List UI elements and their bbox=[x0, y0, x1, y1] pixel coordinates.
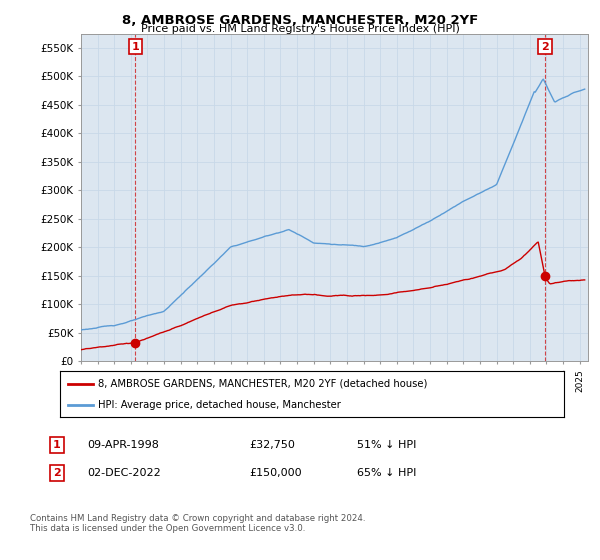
Text: 2: 2 bbox=[53, 468, 61, 478]
Text: HPI: Average price, detached house, Manchester: HPI: Average price, detached house, Manc… bbox=[98, 400, 341, 410]
Text: Price paid vs. HM Land Registry's House Price Index (HPI): Price paid vs. HM Land Registry's House … bbox=[140, 24, 460, 34]
Text: 09-APR-1998: 09-APR-1998 bbox=[87, 440, 159, 450]
Text: 51% ↓ HPI: 51% ↓ HPI bbox=[357, 440, 416, 450]
Text: £150,000: £150,000 bbox=[249, 468, 302, 478]
Text: 8, AMBROSE GARDENS, MANCHESTER, M20 2YF (detached house): 8, AMBROSE GARDENS, MANCHESTER, M20 2YF … bbox=[98, 379, 427, 389]
Text: Contains HM Land Registry data © Crown copyright and database right 2024.
This d: Contains HM Land Registry data © Crown c… bbox=[30, 514, 365, 534]
Text: 8, AMBROSE GARDENS, MANCHESTER, M20 2YF: 8, AMBROSE GARDENS, MANCHESTER, M20 2YF bbox=[122, 14, 478, 27]
Text: 65% ↓ HPI: 65% ↓ HPI bbox=[357, 468, 416, 478]
Text: 1: 1 bbox=[53, 440, 61, 450]
Text: 2: 2 bbox=[541, 41, 549, 52]
Text: 1: 1 bbox=[131, 41, 139, 52]
Text: 02-DEC-2022: 02-DEC-2022 bbox=[87, 468, 161, 478]
Text: £32,750: £32,750 bbox=[249, 440, 295, 450]
